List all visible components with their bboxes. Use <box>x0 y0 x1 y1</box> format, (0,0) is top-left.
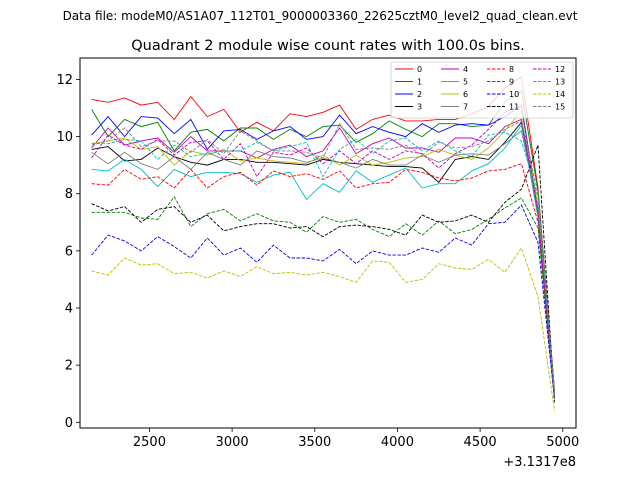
y-axis: 0 2 4 6 8 10 12 <box>56 73 80 431</box>
legend-label-5: 5 <box>463 78 468 87</box>
legend-label-8: 8 <box>509 65 514 74</box>
series-line-15 <box>91 120 555 391</box>
series-line-3 <box>91 121 555 397</box>
legend-label-3: 3 <box>417 103 422 112</box>
series-line-12 <box>91 104 555 397</box>
y-tick-label: 10 <box>56 130 73 145</box>
legend-box <box>390 61 574 119</box>
x-tick-label: 4000 <box>381 435 414 450</box>
y-tick-label: 0 <box>65 416 73 431</box>
legend-label-13: 13 <box>555 78 565 87</box>
series-line-7 <box>91 130 555 394</box>
legend-label-7: 7 <box>463 103 468 112</box>
x-axis: 2500 3000 3500 4000 4500 5000 <box>133 428 579 450</box>
series-line-6 <box>91 109 555 397</box>
legend-label-4: 4 <box>463 65 468 74</box>
y-tick-label: 6 <box>65 244 73 259</box>
legend-label-14: 14 <box>555 90 565 99</box>
x-offset-label: +3.1317e8 <box>503 455 576 470</box>
legend-label-0: 0 <box>417 65 422 74</box>
x-tick-label: 3000 <box>216 435 249 450</box>
y-tick-label: 2 <box>65 359 73 374</box>
y-tick-label: 8 <box>65 187 73 202</box>
x-tick-label: 4500 <box>464 435 497 450</box>
x-tick-label: 2500 <box>133 435 166 450</box>
series-line-5 <box>91 123 555 397</box>
legend-label-9: 9 <box>509 78 514 87</box>
chart-title: Quadrant 2 module wise count rates with … <box>131 38 525 54</box>
series-line-4 <box>91 118 555 397</box>
legend-label-12: 12 <box>555 65 565 74</box>
plot-lines <box>91 75 555 411</box>
legend-label-10: 10 <box>509 90 519 99</box>
series-line-0 <box>91 75 555 391</box>
legend-label-11: 11 <box>509 103 519 112</box>
chart-suptitle: Data file: modeM0/AS1A07_112T01_90000033… <box>63 9 578 23</box>
legend-label-1: 1 <box>417 78 422 87</box>
x-tick-label: 5000 <box>546 435 579 450</box>
plot-area-frame <box>79 57 577 429</box>
series-line-1 <box>91 90 555 391</box>
y-tick-label: 4 <box>65 302 73 317</box>
series-line-11 <box>91 144 555 403</box>
legend-label-6: 6 <box>463 90 468 99</box>
legend-label-2: 2 <box>417 90 422 99</box>
series-line-8 <box>91 163 555 397</box>
series-line-2 <box>91 104 555 394</box>
series-line-13 <box>91 131 555 397</box>
series-line-9 <box>91 195 555 400</box>
series-line-10 <box>91 204 555 400</box>
y-tick-label: 12 <box>56 73 73 88</box>
series-line-14 <box>91 247 555 411</box>
legend-label-15: 15 <box>555 103 565 112</box>
x-tick-label: 3500 <box>298 435 331 450</box>
